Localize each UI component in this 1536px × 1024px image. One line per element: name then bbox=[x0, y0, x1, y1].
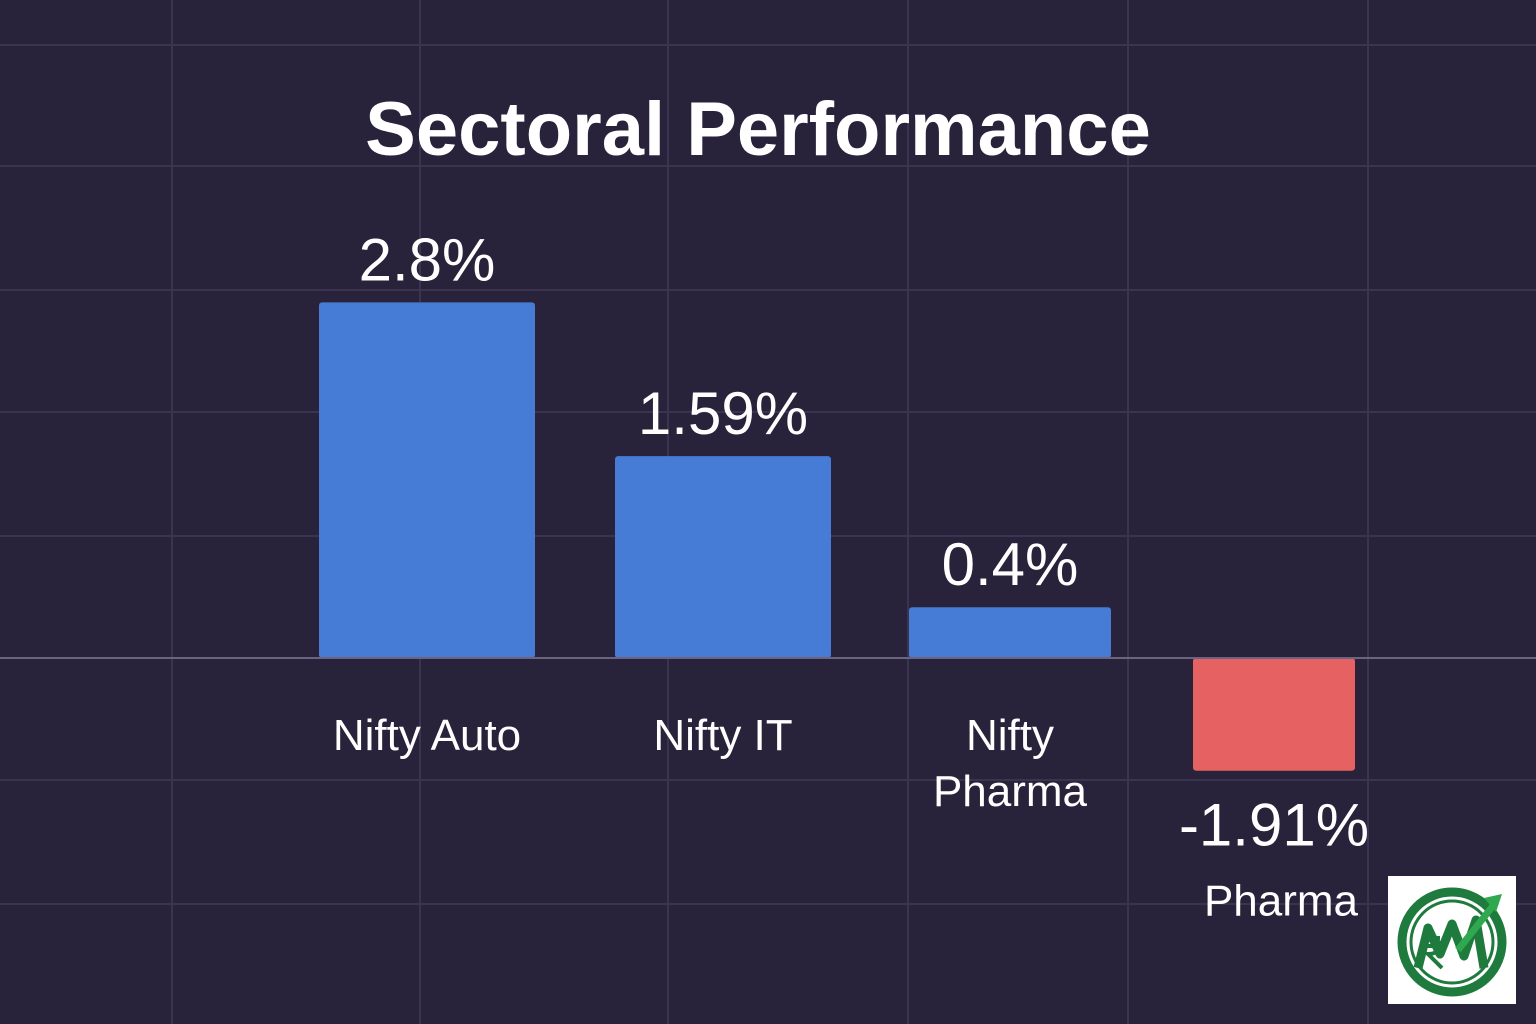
value-label-3: -1.91% bbox=[1179, 792, 1369, 859]
value-label-2: 0.4% bbox=[942, 531, 1079, 598]
chart-title: Sectoral Performance bbox=[365, 87, 1151, 172]
labels: 2.8% Nifty Auto 1.59% Nifty IT 0.4% Nifty Phar… bbox=[333, 226, 1369, 925]
value-label-1: 1.59% bbox=[638, 380, 808, 447]
bar-0 bbox=[319, 302, 535, 658]
bars bbox=[319, 302, 1355, 771]
category-label-2-0: Nifty bbox=[966, 711, 1054, 760]
category-label-0-0: Nifty Auto bbox=[333, 711, 521, 760]
category-label-1-0: Nifty IT bbox=[653, 711, 792, 760]
value-label-0: 2.8% bbox=[359, 226, 496, 293]
category-label-2-1: Pharma bbox=[933, 767, 1088, 816]
bar-1 bbox=[615, 456, 831, 658]
brand-logo bbox=[1388, 876, 1516, 1004]
category-label-3-0: Pharma bbox=[1204, 877, 1359, 926]
bar-2 bbox=[909, 607, 1111, 658]
rupee-growth-arrow-logo-icon bbox=[1397, 887, 1507, 997]
bar-3 bbox=[1193, 658, 1355, 771]
